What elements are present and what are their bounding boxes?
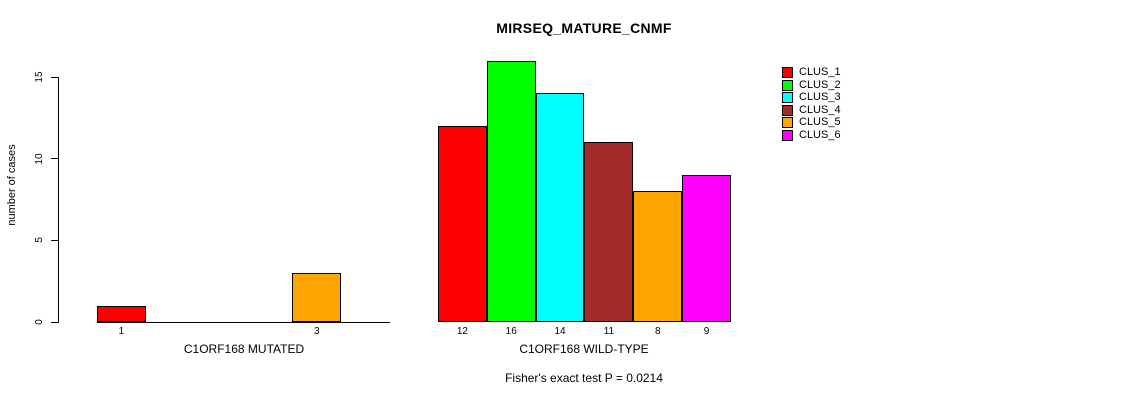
legend-swatch-clus_2 — [782, 79, 793, 91]
legend-swatch-clus_4 — [782, 104, 793, 116]
x-axis-label-wildtype: C1ORF168 WILD-TYPE — [519, 342, 649, 356]
fisher-test-note: Fisher's exact test P = 0.0214 — [505, 371, 663, 385]
bar-value-label-clus_5-wildtype: 8 — [654, 326, 661, 337]
bar-clus_3-wildtype — [535, 93, 585, 322]
bar-clus_4-wildtype — [584, 142, 634, 322]
bar-value-label-clus_5-mutated: 3 — [313, 326, 320, 337]
y-tick-mark-10 — [51, 158, 58, 160]
bar-clus_1-wildtype — [438, 126, 487, 322]
bar-value-label-clus_3-wildtype: 14 — [554, 326, 566, 337]
legend-swatch-clus_3 — [782, 92, 793, 104]
legend-label-clus_1: CLUS_1 — [799, 66, 841, 78]
legend-swatch-clus_1 — [782, 67, 793, 78]
bar-value-label-clus_1-mutated: 1 — [118, 326, 125, 337]
legend-swatch-clus_6 — [782, 129, 793, 141]
y-tick-label-0: 0 — [34, 319, 45, 325]
x-axis-label-mutated: C1ORF168 MUTATED — [183, 342, 305, 356]
bar-clus_5-mutated — [292, 273, 342, 322]
legend-label-clus_2: CLUS_2 — [799, 78, 841, 91]
legend-label-clus_5: CLUS_5 — [799, 116, 841, 129]
bar-clus_2-wildtype — [486, 60, 536, 322]
y-tick-label-5: 5 — [34, 237, 45, 244]
legend-swatch-clus_5 — [782, 117, 793, 129]
chart-title: MIRSEQ_MATURE_CNMF — [496, 20, 672, 36]
bar-clus_1-mutated — [97, 305, 146, 322]
y-axis-line — [58, 77, 59, 323]
y-tick-mark-15 — [51, 76, 58, 78]
x-axis-line-mutated — [97, 322, 390, 323]
legend-label-clus_4: CLUS_4 — [799, 103, 841, 116]
bar-value-label-clus_4-wildtype: 11 — [603, 326, 615, 337]
y-tick-mark-0 — [51, 321, 58, 323]
y-tick-label-10: 10 — [34, 153, 45, 165]
bar-clus_6-wildtype — [682, 175, 731, 322]
y-tick-mark-5 — [51, 239, 58, 241]
y-axis-label: number of cases — [6, 144, 18, 226]
bar-clus_5-wildtype — [633, 191, 683, 322]
legend-label-clus_3: CLUS_3 — [799, 91, 841, 104]
bar-value-label-clus_2-wildtype: 16 — [505, 326, 517, 337]
bar-value-label-clus_6-wildtype: 9 — [703, 326, 710, 337]
bar-value-label-clus_1-wildtype: 12 — [456, 326, 468, 337]
legend-label-clus_6: CLUS_6 — [799, 128, 841, 141]
y-tick-label-15: 15 — [34, 71, 45, 83]
